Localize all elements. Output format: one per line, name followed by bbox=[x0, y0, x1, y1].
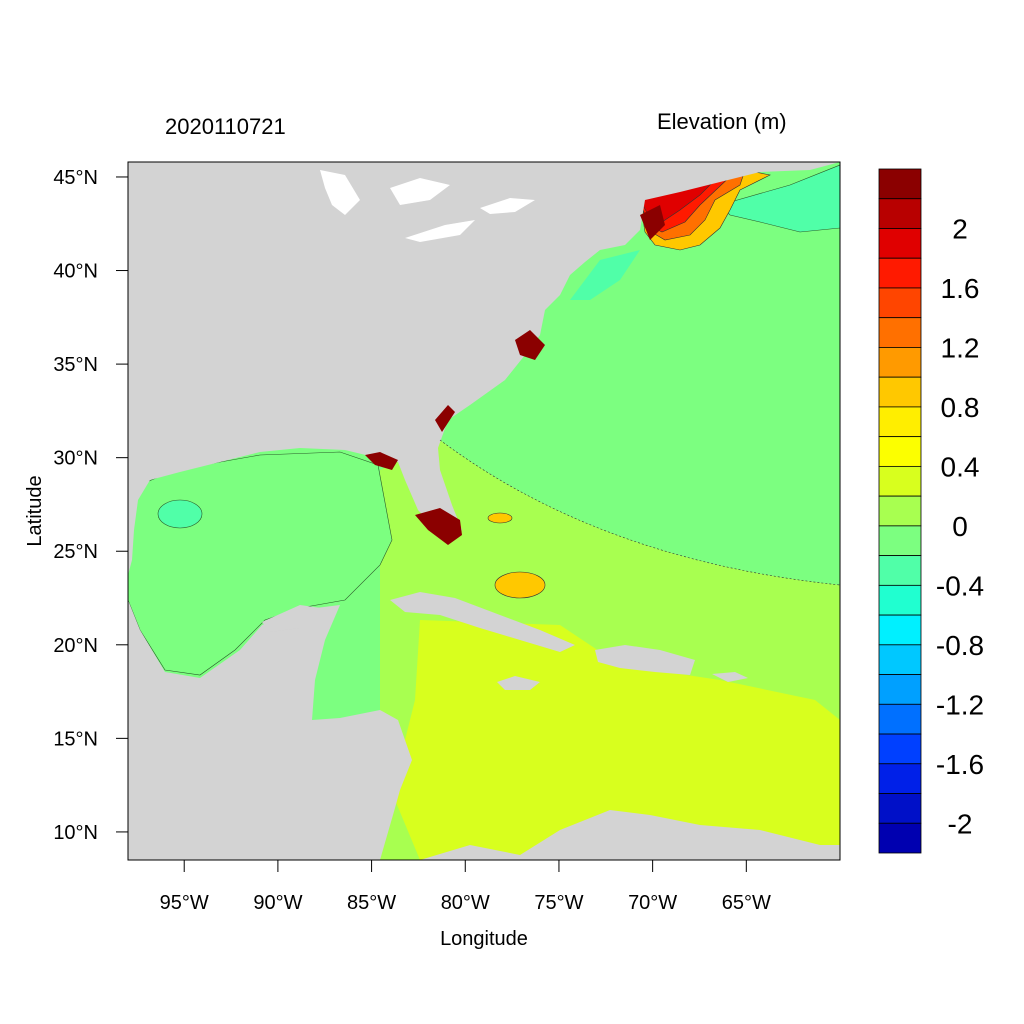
x-tick-label: 80°W bbox=[441, 892, 490, 914]
colorbar-swatch bbox=[878, 347, 922, 378]
colorbar-swatch bbox=[878, 793, 922, 824]
x-tick-label: 90°W bbox=[253, 892, 302, 914]
lake-huron bbox=[390, 178, 450, 205]
colorbar-swatch bbox=[878, 614, 922, 646]
date-stamp: 2020110721 bbox=[165, 114, 286, 139]
y-tick-label: 25°N bbox=[53, 541, 98, 563]
bahamas-high-2 bbox=[487, 512, 513, 524]
shelf-nova-scotia bbox=[719, 164, 840, 233]
surge-cape-cod bbox=[640, 205, 665, 240]
surge-south-florida bbox=[415, 508, 462, 545]
colorbar-swatch bbox=[878, 436, 922, 467]
y-tick-label: 30°N bbox=[53, 448, 98, 470]
colorbar-label: 0.8 bbox=[941, 392, 980, 423]
map-frame bbox=[127, 161, 841, 861]
colorbar-swatch bbox=[878, 495, 922, 527]
colorbar-swatch bbox=[878, 406, 922, 438]
lake-ontario bbox=[480, 198, 535, 214]
colorbar-label: 1.2 bbox=[941, 332, 980, 363]
surge-georgia-coast bbox=[435, 405, 455, 432]
y-tick-label: 20°N bbox=[53, 635, 98, 657]
land-cuba bbox=[390, 592, 575, 652]
surge-outer-banks bbox=[515, 330, 545, 360]
land-puerto-rico bbox=[712, 672, 748, 682]
colorbar-swatch bbox=[878, 555, 922, 586]
map-panel bbox=[128, 162, 840, 860]
land-north-america bbox=[128, 162, 840, 575]
x-axis-label: Longitude bbox=[440, 928, 528, 950]
x-tick-label: 75°W bbox=[534, 892, 583, 914]
x-tick-label: 85°W bbox=[347, 892, 396, 914]
lake-michigan bbox=[320, 170, 360, 215]
y-tick-label: 15°N bbox=[53, 728, 98, 750]
colorbar-swatch bbox=[878, 674, 922, 705]
shelf-mid-atlantic bbox=[570, 250, 640, 300]
colorbar-swatch bbox=[878, 198, 922, 229]
colorbar-label: -1.6 bbox=[936, 749, 984, 780]
colorbar-swatch bbox=[878, 733, 922, 765]
x-tick-label: 95°W bbox=[160, 892, 209, 914]
y-axis: 10°N 15°N 20°N 25°N 30°N 35°N 40°N 45°N bbox=[53, 167, 128, 844]
colorbar-label: 1.6 bbox=[941, 273, 980, 304]
colorbar-swatch bbox=[878, 376, 922, 408]
y-tick-label: 10°N bbox=[53, 822, 98, 844]
contour-zero bbox=[439, 439, 840, 586]
coastal-surge bbox=[365, 205, 665, 545]
colorbar-swatch bbox=[878, 317, 922, 348]
y-axis-label: Latitude bbox=[24, 475, 46, 546]
colorbar-swatch bbox=[878, 465, 922, 497]
colorbar: 2 1.6 1.2 0.8 0.4 0 -0.4 -0.8 -1.2 -1.6 -2 bbox=[878, 168, 984, 854]
y-tick-label: 35°N bbox=[53, 354, 98, 376]
colorbar-label: 0.4 bbox=[941, 451, 980, 482]
x-tick-label: 65°W bbox=[722, 892, 771, 914]
colorbar-swatch bbox=[878, 822, 922, 854]
gulf-low-eddy bbox=[157, 499, 203, 529]
colorbar-swatch bbox=[878, 644, 922, 675]
colorbar-swatch bbox=[878, 257, 922, 289]
x-axis: 95°W 90°W 85°W 80°W 75°W 70°W 65°W bbox=[160, 860, 771, 914]
colorbar-label: -0.8 bbox=[936, 630, 984, 661]
land-yucatan bbox=[262, 605, 335, 632]
land bbox=[128, 162, 840, 860]
x-tick-label: 70°W bbox=[628, 892, 677, 914]
colorbar-swatch bbox=[878, 168, 922, 200]
surge-big-bend bbox=[365, 452, 398, 470]
colorbar-swatch bbox=[878, 763, 922, 794]
colorbar-label: -0.4 bbox=[936, 570, 984, 601]
bahamas-high bbox=[494, 571, 546, 599]
colorbar-swatch bbox=[878, 703, 922, 735]
land-south-america bbox=[420, 810, 840, 860]
colorbar-swatch bbox=[878, 525, 922, 557]
colorbar-label: -2 bbox=[948, 808, 973, 839]
y-tick-label: 40°N bbox=[53, 261, 98, 283]
colorbar-swatch bbox=[878, 287, 922, 319]
colorbar-label: 0 bbox=[952, 511, 968, 542]
colorbar-swatch bbox=[878, 584, 922, 616]
variable-title: Elevation (m) bbox=[657, 109, 787, 134]
colorbar-label: 2 bbox=[952, 213, 968, 244]
lake-erie bbox=[405, 220, 475, 242]
great-lakes bbox=[320, 170, 535, 242]
colorbar-label: -1.2 bbox=[936, 689, 984, 720]
land-central-america bbox=[128, 600, 412, 860]
y-tick-label: 45°N bbox=[53, 167, 98, 189]
colorbar-swatch bbox=[878, 228, 922, 259]
land-hispaniola bbox=[595, 645, 695, 675]
land-jamaica bbox=[497, 676, 540, 690]
